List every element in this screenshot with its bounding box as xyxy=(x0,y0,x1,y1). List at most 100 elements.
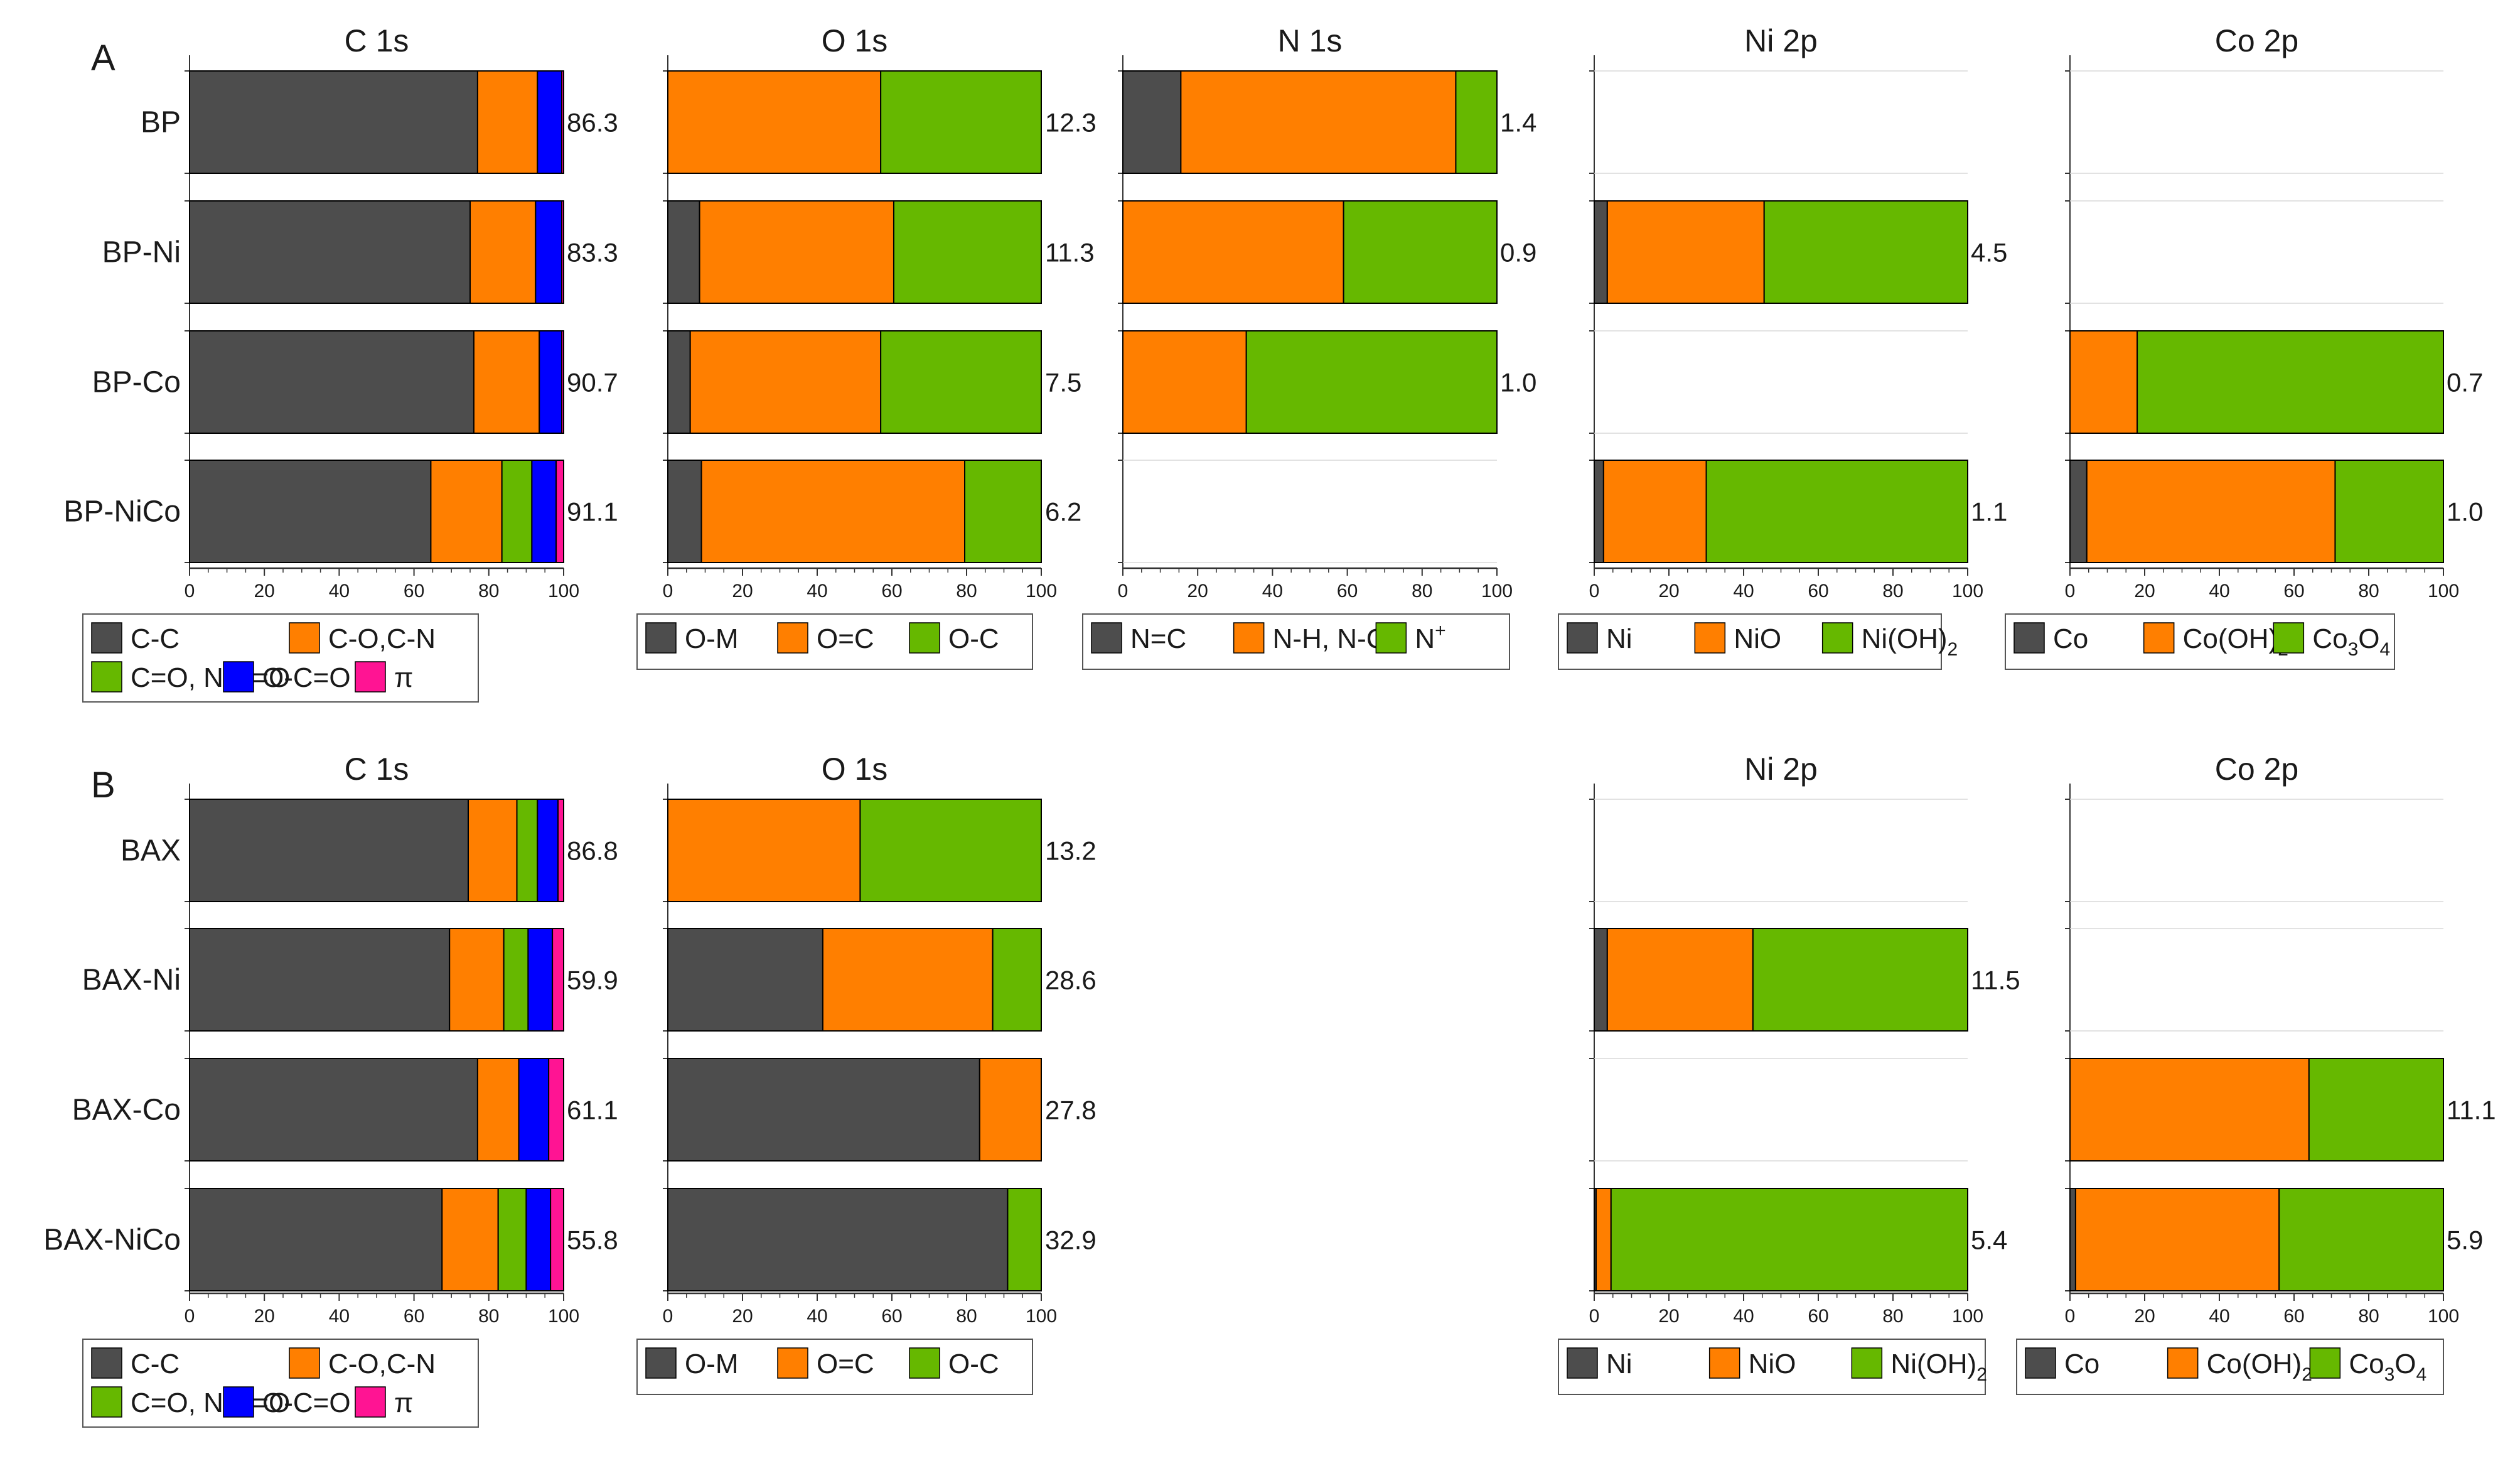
bar-segment xyxy=(537,799,559,902)
legend-label: O-C xyxy=(948,1349,999,1379)
bar-segment xyxy=(1245,330,1498,434)
bar-segment xyxy=(689,330,882,434)
bar-segment xyxy=(1007,1188,1042,1291)
legend-label: Ni xyxy=(1606,1349,1633,1379)
bar-segment xyxy=(527,928,554,1032)
legend: Ni NiO Ni(OH)2 xyxy=(1558,613,1958,670)
legend-label-main: Co xyxy=(2064,1349,2099,1379)
total-value-label: 27.8 xyxy=(1045,1096,1096,1125)
legend-label-main: NiO xyxy=(1749,1349,1796,1379)
legend-label-main: O=C xyxy=(817,623,874,654)
x-tick-label: 60 xyxy=(881,1306,902,1327)
legend-box xyxy=(1558,1339,1986,1395)
x-tick-label: 60 xyxy=(881,581,902,601)
x-tick-label: 0 xyxy=(2065,581,2076,601)
legend-swatch xyxy=(645,1347,677,1379)
legend-label-main2: O xyxy=(2358,623,2379,654)
legend-swatch xyxy=(1708,1347,1740,1379)
legend-swatch xyxy=(777,1347,808,1379)
bar-segment xyxy=(441,1188,499,1291)
legend-label-main: C=O, N-C=O xyxy=(131,662,290,693)
legend-box xyxy=(1558,613,1942,670)
x-tick-label: 80 xyxy=(478,581,499,601)
legend-swatch xyxy=(1567,622,1598,654)
sample-label: BP-Co xyxy=(92,366,181,399)
bar-segment xyxy=(1180,70,1457,174)
legend-label-main: O-C=O xyxy=(262,1388,351,1418)
legend-swatch xyxy=(2013,622,2045,654)
total-value-label: 13.2 xyxy=(1045,836,1096,866)
bar-segment xyxy=(1602,460,1707,563)
x-tick-label: 60 xyxy=(404,581,424,601)
legend-label-main: O-C xyxy=(948,1349,999,1379)
bar-segment xyxy=(531,460,557,563)
legend-label: C-C xyxy=(131,1349,180,1379)
bar-segment xyxy=(1606,928,1754,1032)
x-tick-label: 20 xyxy=(1658,581,1679,601)
panel-n-1s: N 1s 0 20 40 60 80 100 1.4 0.9 1.0 N=C N-H, N-C N+ xyxy=(1082,23,1536,670)
legend-label-sub: 2 xyxy=(1976,1364,1987,1385)
total-value-label: 1.0 xyxy=(2447,497,2483,527)
legend-label: C=O, N-C=O xyxy=(131,662,290,693)
x-tick-label: 100 xyxy=(1481,581,1513,601)
panel-c-1s: C 1s 0 20 40 60 80 100 86.3 83.3 90.7 91.1 C-C C-O,C… xyxy=(82,23,618,703)
bar-segment xyxy=(822,928,994,1032)
bar-segment xyxy=(1455,70,1498,174)
x-tick-label: 60 xyxy=(1808,1306,1828,1327)
legend-box xyxy=(1082,613,1510,670)
bar-segment xyxy=(469,200,537,304)
legend-label-main: N=C xyxy=(1130,623,1186,654)
bar-segment xyxy=(667,1188,1009,1291)
bar-segment xyxy=(667,1058,980,1161)
total-value-label: 7.5 xyxy=(1045,368,1081,397)
bar-segment xyxy=(535,200,563,304)
legend-label: O-C=O xyxy=(262,662,351,693)
x-tick-label: 100 xyxy=(1026,1306,1057,1327)
legend-label-main: O-M xyxy=(685,623,739,654)
total-value-label: 91.1 xyxy=(567,497,618,527)
sample-label: BAX-Co xyxy=(72,1094,181,1127)
x-tick-label: 80 xyxy=(956,1306,977,1327)
legend-swatch xyxy=(91,1347,122,1379)
legend-swatch xyxy=(91,661,122,693)
x-tick-label: 100 xyxy=(1952,581,1983,601)
panel-title: Co 2p xyxy=(2215,23,2298,58)
x-tick-label: 0 xyxy=(1589,1306,1600,1327)
legend-label-sub: 3 xyxy=(2348,639,2359,660)
bar-segment xyxy=(189,928,451,1032)
bar-segment xyxy=(1594,928,1608,1032)
x-tick-label: 20 xyxy=(2134,581,2155,601)
legend: O-M O=C O-C xyxy=(636,613,1033,670)
legend-label-main: C-C xyxy=(131,623,180,654)
bar-segment xyxy=(518,1058,550,1161)
bar-segment xyxy=(555,460,565,563)
legend-label: C=O, N-C=O xyxy=(131,1388,290,1418)
x-tick-label: 20 xyxy=(254,1306,275,1327)
bar-segment xyxy=(880,70,1043,174)
legend-label-main: O-C=O xyxy=(262,662,351,693)
total-value-label: 55.8 xyxy=(567,1226,618,1255)
legend-swatch xyxy=(1694,622,1726,654)
bar-segment xyxy=(1595,1188,1612,1291)
legend-label-main: Ni(OH) xyxy=(1890,1349,1976,1379)
x-tick-label: 60 xyxy=(1808,581,1828,601)
x-tick-label: 20 xyxy=(732,1306,753,1327)
legend-label: O-M xyxy=(685,1349,739,1379)
legend-label: Ni(OH)2 xyxy=(1890,1349,1987,1385)
bar-segment xyxy=(667,70,882,174)
legend: Ni NiO Ni(OH)2 xyxy=(1558,1339,1987,1395)
x-tick-label: 60 xyxy=(1337,581,1358,601)
bar-segment xyxy=(189,70,478,174)
legend-label-sub2: 4 xyxy=(2416,1364,2427,1385)
legend-label-main: Ni xyxy=(1606,623,1633,654)
x-tick-label: 80 xyxy=(1412,581,1432,601)
panel-ni-2p: Ni 2p 0 20 40 60 80 100 11.5 5.4 Ni NiO Ni(OH)2 xyxy=(1558,752,2020,1395)
legend: N=C N-H, N-C N+ xyxy=(1082,613,1510,670)
total-value-label: 11.5 xyxy=(1971,966,2020,995)
legend-label-main2: O xyxy=(2394,1349,2416,1379)
total-value-label: 59.9 xyxy=(567,966,618,995)
bar-segment xyxy=(552,928,564,1032)
bar-segment xyxy=(2278,1188,2444,1291)
